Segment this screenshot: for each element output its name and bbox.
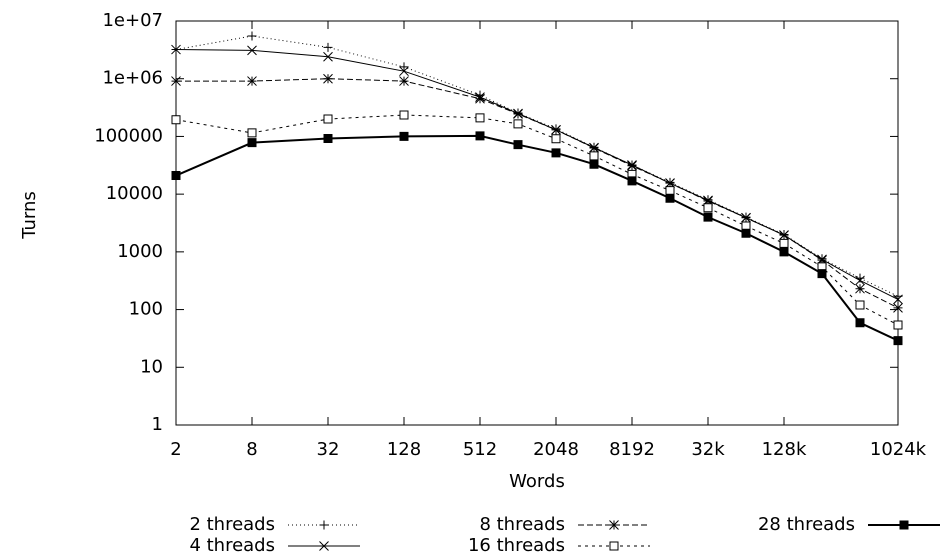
marker: [817, 269, 827, 279]
legend-label: 28 threads: [758, 514, 855, 535]
marker: [665, 186, 675, 196]
marker: [551, 134, 561, 144]
x-tick-label: 512: [463, 439, 497, 460]
plot-frame: [175, 20, 899, 426]
marker: [475, 131, 485, 141]
x-tick-label: 128k: [762, 439, 807, 460]
series-line: [175, 49, 899, 300]
marker: [323, 134, 333, 144]
marker: [741, 228, 751, 238]
marker: [855, 318, 865, 328]
legend-marker: [609, 541, 619, 551]
marker: [171, 44, 181, 55]
marker: [247, 45, 257, 56]
marker: [893, 336, 903, 346]
marker: [171, 171, 181, 181]
legend-marker: [319, 520, 329, 530]
x-tick-label: 32k: [691, 439, 725, 460]
x-tick-label: 1024k: [870, 439, 927, 460]
y-tick-label: 100: [129, 299, 163, 320]
marker: [475, 93, 485, 104]
marker: [399, 62, 409, 72]
x-tick-label: 128: [387, 439, 421, 460]
y-tick-label: 1e+07: [102, 10, 163, 31]
marker: [513, 140, 523, 150]
marker: [817, 255, 827, 265]
series-line: [176, 78, 899, 309]
marker: [855, 300, 865, 310]
marker: [665, 193, 675, 203]
marker: [399, 76, 409, 86]
x-axis-label: Words: [509, 471, 565, 492]
x-tick-label: 32: [317, 439, 340, 460]
marker: [399, 66, 409, 77]
marker: [589, 151, 599, 161]
series-line: [175, 134, 899, 342]
y-tick-label: 1000: [117, 241, 163, 262]
marker: [247, 138, 257, 148]
marker: [399, 110, 409, 120]
marker: [323, 51, 333, 62]
marker: [171, 115, 181, 125]
series-line: [175, 114, 899, 326]
marker: [513, 119, 523, 129]
legend-label: 2 threads: [189, 514, 275, 535]
marker: [855, 273, 865, 283]
legend-label: 16 threads: [468, 535, 565, 556]
series-line: [175, 35, 899, 297]
legend-marker: [319, 541, 329, 551]
marker: [323, 42, 333, 52]
marker: [665, 178, 675, 189]
y-tick-label: 100000: [94, 125, 163, 146]
legend-label: 8 threads: [479, 514, 565, 535]
marker: [627, 176, 637, 186]
marker: [551, 124, 561, 135]
marker: [475, 113, 485, 123]
marker: [589, 159, 599, 169]
marker: [399, 131, 409, 141]
marker: [779, 238, 789, 248]
y-tick-label: 10: [140, 356, 163, 377]
marker: [703, 196, 713, 206]
marker: [703, 203, 713, 213]
marker: [323, 114, 333, 124]
marker: [551, 148, 561, 158]
marker: [779, 247, 789, 257]
y-tick-label: 1: [152, 414, 163, 435]
x-tick-label: 2048: [533, 439, 579, 460]
legend-marker: [609, 520, 619, 530]
marker: [855, 275, 865, 286]
x-tick-label: 8192: [609, 439, 655, 460]
x-tick-label: 8: [246, 439, 257, 460]
legend-label: 4 threads: [189, 535, 275, 556]
legend-marker: [899, 520, 909, 530]
y-tick-label: 10000: [106, 183, 163, 204]
marker: [703, 212, 713, 222]
marker: [513, 109, 523, 119]
marker: [893, 303, 903, 313]
marker: [171, 76, 181, 86]
x-tick-label: 2: [170, 439, 181, 460]
marker: [893, 320, 903, 330]
y-tick-label: 1e+06: [102, 68, 163, 89]
marker: [247, 128, 257, 138]
y-axis-label: Turns: [19, 191, 40, 240]
marker: [741, 212, 751, 223]
marker: [627, 160, 637, 171]
marker: [247, 76, 257, 86]
marker: [855, 283, 865, 294]
marker: [247, 31, 257, 41]
marker: [893, 294, 903, 305]
marker: [323, 73, 333, 84]
marker: [589, 143, 599, 153]
marker: [779, 230, 789, 240]
